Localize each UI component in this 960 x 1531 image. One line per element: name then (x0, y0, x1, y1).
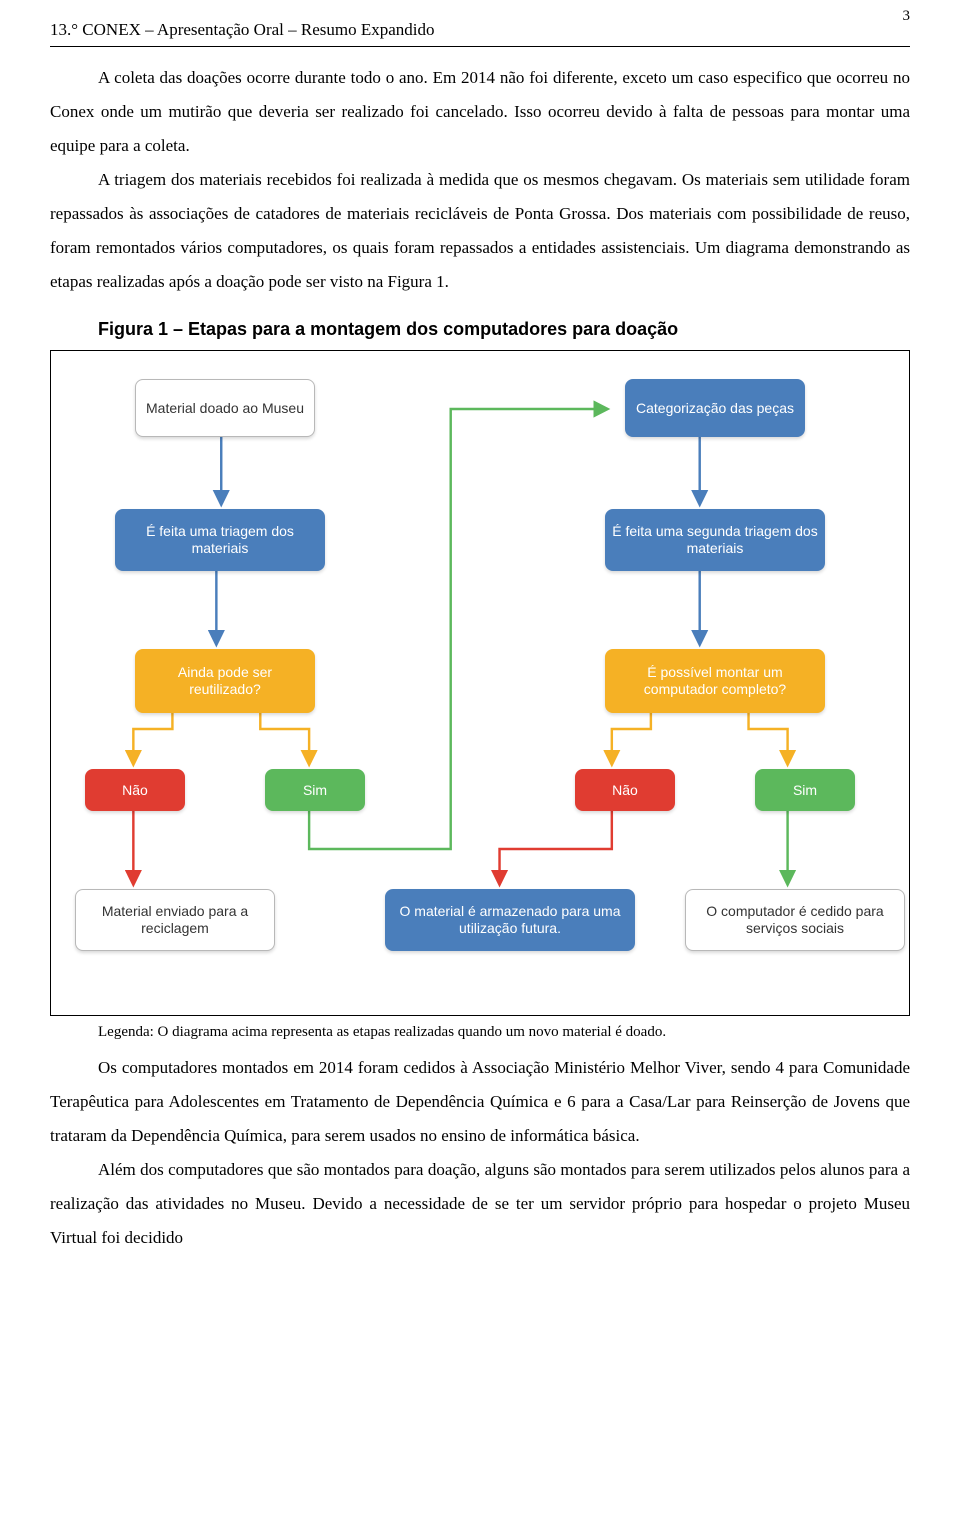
page-number: 3 (903, 8, 911, 25)
figure-title: Figura 1 – Etapas para a montagem dos co… (98, 319, 910, 340)
paragraph-3: Os computadores montados em 2014 foram c… (50, 1051, 910, 1153)
figure-frame: Material doado ao Museu Categorização das… (50, 350, 910, 1016)
flow-node-n3: É feita uma triagem dos materiais (115, 509, 325, 571)
flow-node-n9: Não (575, 769, 675, 811)
flow-node-n10: Sim (755, 769, 855, 811)
running-header: 13.° CONEX – Apresentação Oral – Resumo … (50, 20, 910, 47)
flow-node-n13: O computador é cedido para serviços soci… (685, 889, 905, 951)
flow-node-n12: O material é armazenado para uma utiliza… (385, 889, 635, 951)
figure-legend: Legenda: O diagrama acima representa as … (98, 1024, 910, 1041)
flow-node-n5: Ainda pode ser reutilizado? (135, 649, 315, 713)
flowchart: Material doado ao Museu Categorização das… (65, 369, 895, 989)
flow-node-n8: Sim (265, 769, 365, 811)
paragraph-1: A coleta das doações ocorre durante todo… (50, 61, 910, 163)
paragraph-4: Além dos computadores que são montados p… (50, 1153, 910, 1255)
flow-node-n7: Não (85, 769, 185, 811)
flow-node-n4: É feita uma segunda triagem dos materiai… (605, 509, 825, 571)
flow-node-n1: Material doado ao Museu (135, 379, 315, 437)
flow-node-n6: É possível montar um computador completo… (605, 649, 825, 713)
paragraph-2: A triagem dos materiais recebidos foi re… (50, 163, 910, 299)
flow-node-n11: Material enviado para a reciclagem (75, 889, 275, 951)
flow-node-n2: Categorização das peças (625, 379, 805, 437)
